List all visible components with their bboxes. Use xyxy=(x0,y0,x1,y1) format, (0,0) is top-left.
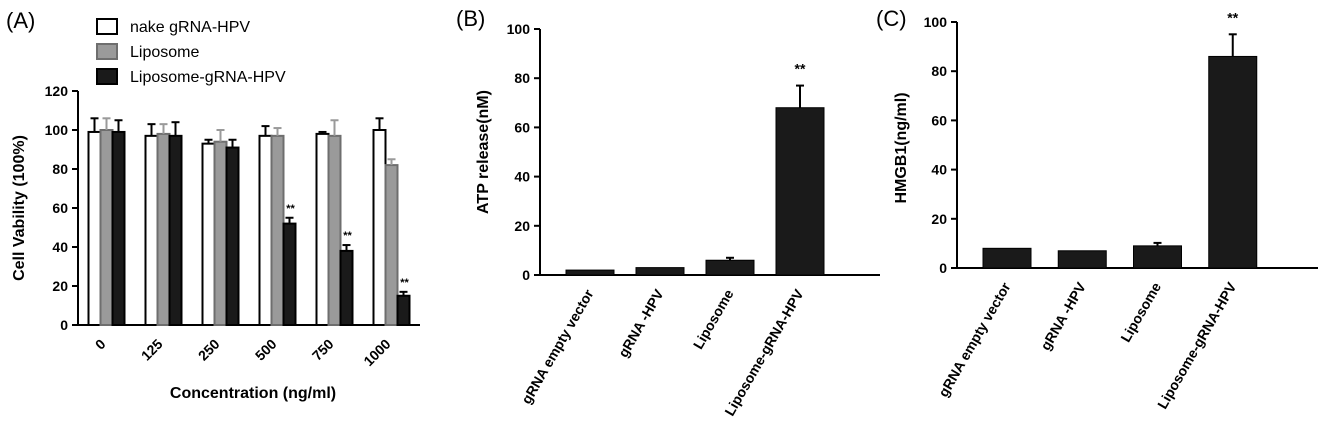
chart-a-xtick-label-3: 500 xyxy=(252,336,280,364)
chart-a-bar-2-0 xyxy=(111,130,126,326)
chart-b-bar-3 xyxy=(775,107,825,276)
chart-b-ytick-label-0: 0 xyxy=(522,267,530,283)
chart-a: Cell Vability (100%) Concentration (ng/m… xyxy=(11,18,420,402)
chart-a-ylabel: Cell Vability (100%) xyxy=(11,135,28,281)
chart-b-xtick-label-1: gRNA -HPV xyxy=(615,286,667,360)
chart-a-bar-1-0 xyxy=(99,129,114,326)
chart-c-ytick-label-5: 100 xyxy=(924,14,948,30)
chart-a-bar-2-2 xyxy=(225,146,240,326)
chart-b-xtick-label-3: Liposome-gRNA-HPV xyxy=(721,286,807,419)
chart-c-ytick-label-0: 0 xyxy=(939,260,947,276)
legend-a-swatch-2 xyxy=(96,68,118,85)
chart-c-bar-1 xyxy=(1057,250,1107,269)
chart-c-sig-3: ** xyxy=(1227,9,1238,25)
chart-a-bar-0-5 xyxy=(372,129,387,326)
chart-a-bar-2-3 xyxy=(282,222,297,327)
chart-c-xtick-label-1: gRNA -HPV xyxy=(1037,279,1089,353)
chart-b-bar-2 xyxy=(705,259,755,276)
chart-c-bar-3 xyxy=(1208,55,1258,269)
chart-b-ytick-label-5: 100 xyxy=(507,21,531,37)
chart-a-ytick-label-6: 120 xyxy=(45,83,69,99)
chart-a-xtick-label-0: 0 xyxy=(92,336,109,353)
chart-a-xlabel: Concentration (ng/ml) xyxy=(170,385,336,402)
chart-b-bar-1 xyxy=(635,267,685,276)
chart-a-sig-2-3: ** xyxy=(286,203,295,215)
legend-a-swatch-1 xyxy=(96,43,118,60)
chart-a-xtick-label-2: 250 xyxy=(195,336,223,364)
panel-label-a: (A) xyxy=(6,8,35,33)
chart-b-ytick-label-2: 40 xyxy=(514,169,530,185)
chart-c-bar-0 xyxy=(982,247,1032,269)
chart-a-bar-2-5 xyxy=(396,294,411,326)
chart-a-bar-1-3 xyxy=(270,134,285,326)
chart-b: ATP release(nM) 0 20 40 60 80 100 gRNA empty v… xyxy=(475,21,880,418)
chart-a-bar-2-4 xyxy=(339,249,354,326)
chart-b-xtick-label-2: Liposome xyxy=(690,286,737,351)
chart-c-ytick-label-4: 80 xyxy=(931,63,947,79)
chart-a-ytick-label-3: 60 xyxy=(52,200,68,216)
chart-a-bar-2-1 xyxy=(168,134,183,326)
chart-a-bar-1-4 xyxy=(327,134,342,326)
chart-a-ytick-label-4: 80 xyxy=(52,161,68,177)
legend-a: nake gRNA-HPV Liposome Liposome-gRNA-HPV xyxy=(96,18,286,86)
panel-label-c: (C) xyxy=(876,6,907,31)
chart-a-ytick-label-1: 20 xyxy=(52,278,68,294)
chart-a-bar-0-4 xyxy=(315,132,330,326)
chart-a-ytick-label-0: 0 xyxy=(60,317,68,333)
chart-a-bar-0-1 xyxy=(144,134,159,326)
chart-a-bar-1-1 xyxy=(156,132,171,326)
chart-b-ytick-label-4: 80 xyxy=(514,70,530,86)
chart-b-ytick-label-1: 20 xyxy=(514,218,530,234)
chart-c-ytick-label-2: 40 xyxy=(931,162,947,178)
chart-a-sig-2-5: ** xyxy=(400,277,409,289)
chart-a-bar-1-2 xyxy=(213,140,228,326)
chart-a-ytick-label-2: 40 xyxy=(52,239,68,255)
chart-c-xtick-label-0: gRNA empty vector xyxy=(935,279,1014,400)
legend-a-label-0: nake gRNA-HPV xyxy=(130,19,250,36)
chart-c-ytick-label-3: 60 xyxy=(931,112,947,128)
chart-a-ytick-label-5: 100 xyxy=(45,122,69,138)
chart-c: HMGB1(ng/ml) 0 20 40 60 80 100 gRNA empty vect… xyxy=(893,9,1318,411)
chart-c-ylabel: HMGB1(ng/ml) xyxy=(893,92,910,203)
chart-b-ytick-label-3: 60 xyxy=(514,119,530,135)
chart-c-xtick-label-2: Liposome xyxy=(1117,279,1164,344)
legend-a-swatch-0 xyxy=(96,18,118,35)
chart-c-bar-2 xyxy=(1133,245,1182,269)
chart-c-ytick-label-1: 20 xyxy=(931,211,947,227)
chart-a-bar-0-2 xyxy=(201,142,216,326)
chart-b-xtick-label-0: gRNA empty vector xyxy=(518,286,597,407)
legend-a-label-2: Liposome-gRNA-HPV xyxy=(130,69,286,86)
chart-c-xtick-label-3: Liposome-gRNA-HPV xyxy=(1154,279,1240,412)
chart-a-bar-0-0 xyxy=(87,130,102,326)
panel-label-b: (B) xyxy=(456,6,485,31)
chart-a-xtick-label-5: 1000 xyxy=(360,336,393,369)
chart-a-bar-1-5 xyxy=(384,164,399,326)
chart-a-xtick-label-4: 750 xyxy=(309,336,337,364)
chart-a-sig-2-4: ** xyxy=(343,230,352,242)
chart-b-bar-0 xyxy=(565,269,615,276)
chart-a-xtick-label-1: 125 xyxy=(138,336,166,364)
chart-a-bar-0-3 xyxy=(258,134,273,326)
chart-b-ylabel: ATP release(nM) xyxy=(475,90,492,214)
chart-b-sig-3: ** xyxy=(795,61,806,77)
legend-a-label-1: Liposome xyxy=(130,44,199,61)
